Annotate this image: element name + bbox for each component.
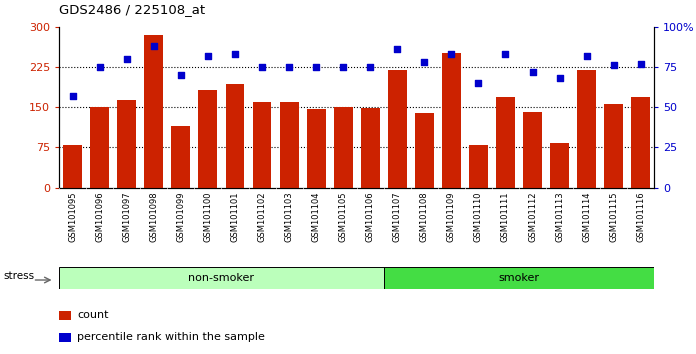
Text: GSM101102: GSM101102	[258, 192, 267, 242]
Bar	[631, 97, 650, 188]
Point	[608, 62, 619, 68]
Point	[554, 75, 565, 81]
Point	[121, 56, 132, 62]
Text: GSM101114: GSM101114	[582, 192, 591, 242]
Bar	[59, 311, 71, 320]
Point	[365, 64, 376, 70]
Bar	[198, 90, 217, 188]
Point	[635, 61, 647, 67]
Point	[256, 64, 267, 70]
Text: GSM101105: GSM101105	[339, 192, 348, 242]
Bar	[523, 112, 542, 188]
Bar	[333, 107, 353, 188]
Bar	[59, 267, 383, 289]
Text: smoker: smoker	[498, 273, 539, 283]
Text: GSM101096: GSM101096	[95, 192, 104, 242]
Point	[310, 64, 322, 70]
Text: GSM101098: GSM101098	[150, 192, 158, 242]
Bar	[253, 102, 271, 188]
Bar	[59, 333, 71, 342]
Bar	[577, 69, 596, 188]
Text: GSM101099: GSM101099	[176, 192, 185, 242]
Text: GDS2486 / 225108_at: GDS2486 / 225108_at	[59, 3, 205, 16]
Text: GSM101116: GSM101116	[636, 192, 645, 242]
Bar	[90, 107, 109, 188]
Bar	[361, 108, 380, 188]
Bar	[171, 126, 190, 188]
Point	[203, 53, 214, 58]
Text: GSM101110: GSM101110	[474, 192, 483, 242]
Text: stress: stress	[3, 271, 34, 281]
Text: count: count	[77, 310, 109, 320]
Point	[581, 53, 592, 58]
Text: GSM101101: GSM101101	[230, 192, 239, 242]
Point	[419, 59, 430, 65]
Point	[392, 46, 403, 52]
Text: GSM101109: GSM101109	[447, 192, 456, 242]
Point	[67, 93, 78, 99]
Bar	[63, 145, 82, 188]
Text: non-smoker: non-smoker	[189, 273, 255, 283]
Bar	[604, 104, 623, 188]
Text: GSM101095: GSM101095	[68, 192, 77, 242]
Text: GSM101108: GSM101108	[420, 192, 429, 242]
Point	[527, 69, 538, 74]
Point	[500, 51, 511, 57]
Bar	[442, 53, 461, 188]
Bar	[388, 69, 406, 188]
Text: percentile rank within the sample: percentile rank within the sample	[77, 332, 265, 342]
Bar	[383, 267, 654, 289]
Point	[338, 64, 349, 70]
Bar	[415, 113, 434, 188]
Text: GSM101106: GSM101106	[365, 192, 374, 242]
Point	[94, 64, 105, 70]
Point	[446, 51, 457, 57]
Bar	[280, 102, 299, 188]
Bar	[550, 143, 569, 188]
Text: GSM101112: GSM101112	[528, 192, 537, 242]
Bar	[144, 35, 164, 188]
Point	[283, 64, 294, 70]
Text: GSM101111: GSM101111	[501, 192, 510, 242]
Bar	[118, 100, 136, 188]
Bar	[469, 145, 488, 188]
Text: GSM101097: GSM101097	[122, 192, 132, 242]
Text: GSM101103: GSM101103	[285, 192, 294, 242]
Point	[473, 80, 484, 86]
Text: GSM101115: GSM101115	[609, 192, 618, 242]
Bar	[496, 97, 515, 188]
Point	[230, 51, 241, 57]
Text: GSM101113: GSM101113	[555, 192, 564, 242]
Text: GSM101107: GSM101107	[393, 192, 402, 242]
Bar	[226, 84, 244, 188]
Text: GSM101100: GSM101100	[203, 192, 212, 242]
Bar	[307, 109, 326, 188]
Text: GSM101104: GSM101104	[312, 192, 321, 242]
Point	[148, 43, 159, 49]
Point	[175, 72, 187, 78]
